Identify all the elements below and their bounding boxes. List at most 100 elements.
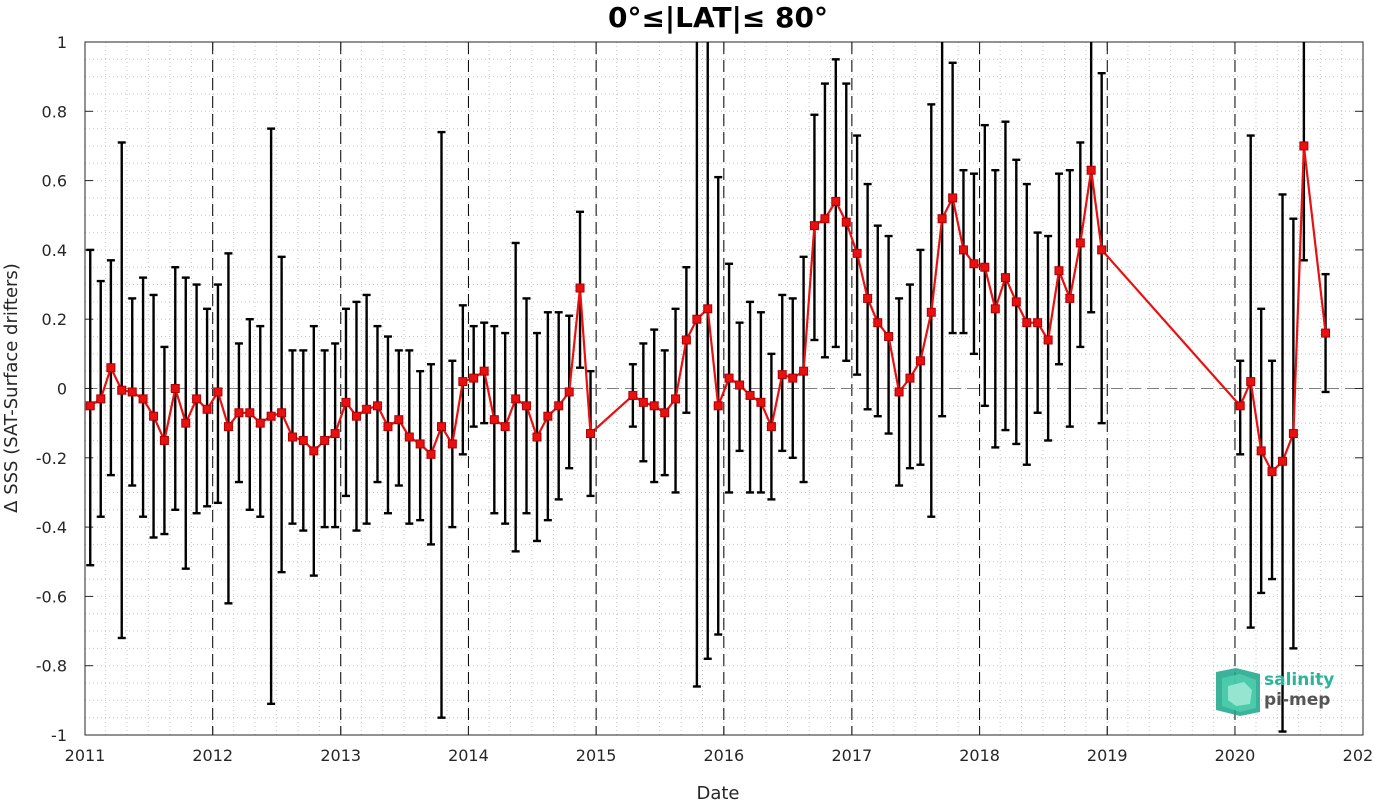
data-point (1043, 335, 1053, 345)
data-point (223, 422, 233, 432)
data-point (287, 432, 297, 442)
data-point (948, 193, 958, 203)
data-point (1267, 467, 1277, 477)
grid (84, 41, 1363, 736)
data-point (181, 418, 191, 428)
y-tick-label: -1 (51, 726, 67, 745)
data-point (681, 335, 691, 345)
error-bar (703, 42, 712, 660)
data-point (703, 304, 713, 314)
data-point (777, 370, 787, 380)
data-point (170, 384, 180, 393)
data-point (1278, 456, 1288, 466)
data-point (372, 401, 382, 411)
data-point (202, 404, 212, 414)
data-point (638, 397, 648, 407)
y-tick-label: 0.6 (42, 172, 67, 191)
data-point (628, 390, 638, 400)
y-tick-label: 0.8 (42, 102, 67, 121)
y-tick-label: -0.6 (36, 587, 67, 606)
data-series (85, 141, 1331, 477)
data-point (1054, 266, 1064, 276)
data-point (447, 439, 457, 449)
data-point (330, 429, 340, 439)
data-point (138, 394, 148, 404)
y-axis-title: Δ SSS (SAT-Surface drifters) (1, 263, 22, 513)
data-point (383, 422, 393, 432)
data-point (990, 304, 1000, 314)
data-point (127, 387, 137, 397)
y-tick-label: -0.4 (36, 518, 67, 537)
data-point (809, 221, 819, 231)
data-point (309, 446, 319, 456)
data-point (1097, 245, 1107, 255)
data-point (873, 318, 883, 328)
data-point (469, 373, 479, 383)
data-point (245, 408, 255, 418)
data-point (1246, 377, 1256, 387)
data-point (671, 394, 681, 404)
data-point (894, 387, 904, 397)
data-point (969, 259, 979, 269)
data-point (554, 401, 564, 411)
data-point (436, 422, 446, 432)
data-point (532, 432, 542, 442)
data-point (799, 366, 809, 376)
data-point (1321, 328, 1331, 338)
data-point (489, 415, 499, 425)
data-point (255, 418, 265, 428)
data-point (713, 401, 723, 411)
data-point (575, 283, 585, 293)
data-point (586, 429, 596, 439)
logo-text-salinity: salinity (1264, 670, 1334, 690)
data-point (1065, 293, 1075, 303)
data-point (320, 435, 330, 445)
data-point (85, 401, 95, 411)
data-point (788, 373, 798, 383)
data-point (426, 449, 436, 459)
logo-text-pi-mep: pi-mep (1264, 690, 1330, 710)
data-point (1288, 429, 1298, 439)
data-point (362, 404, 372, 414)
data-point (831, 196, 841, 206)
salinity-pi-mep-logo: salinity pi-mep (1216, 668, 1334, 716)
data-point (106, 363, 116, 373)
data-point (351, 411, 361, 421)
data-point (1022, 318, 1032, 328)
data-point (543, 411, 553, 421)
data-point (458, 377, 468, 387)
data-point (660, 408, 670, 418)
data-point (745, 390, 755, 400)
x-tick-label: 2020 (1215, 746, 1256, 765)
data-point (96, 394, 106, 404)
y-tick-label: 0.4 (42, 241, 67, 260)
x-tick-label: 2017 (832, 746, 873, 765)
data-point (1299, 141, 1309, 151)
data-point (1011, 297, 1021, 307)
data-point (234, 408, 244, 418)
data-point (649, 401, 659, 411)
axes: 2011 2012 2013 2014 2015 2016 2017 2018 2019 2020… (36, 33, 1374, 765)
data-point (1033, 318, 1043, 328)
y-tick-label: 1 (57, 33, 67, 52)
x-tick-label: 2011 (65, 746, 106, 765)
data-point (863, 293, 873, 303)
data-point (117, 385, 127, 395)
data-point (820, 214, 830, 224)
data-point (766, 422, 776, 432)
data-point (522, 401, 532, 411)
error-bar (692, 42, 701, 688)
data-point (958, 245, 968, 255)
data-point (213, 387, 223, 397)
data-point (915, 356, 925, 366)
data-point (1086, 165, 1096, 175)
data-point (1235, 401, 1245, 411)
error-bar (938, 42, 947, 418)
x-tick-label: 2018 (959, 746, 1000, 765)
data-point (884, 332, 894, 342)
x-axis-title: Date (696, 783, 739, 801)
data-point (926, 307, 936, 317)
data-point (905, 373, 915, 383)
x-tick-label: 2012 (192, 746, 233, 765)
